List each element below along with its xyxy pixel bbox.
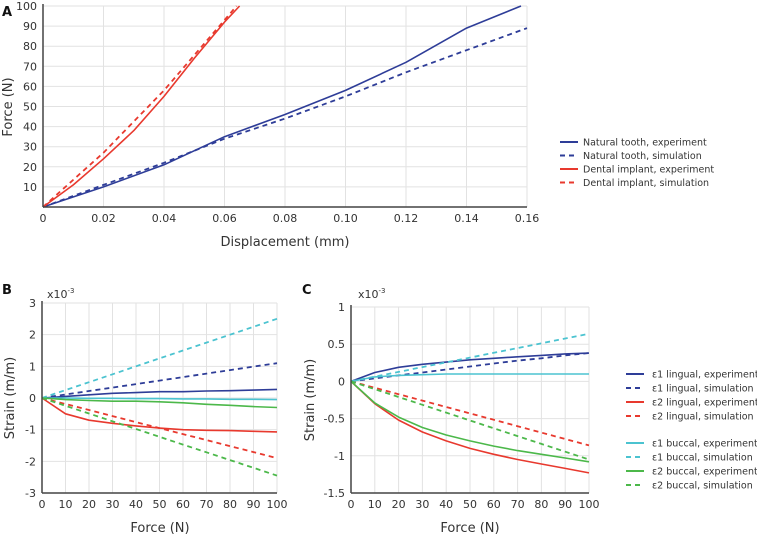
x-tick-label: 40 <box>129 498 143 511</box>
y-tick-label: -1 <box>25 424 36 437</box>
x-tick-label: 0.04 <box>152 212 177 225</box>
x-tick-label: 60 <box>487 498 501 511</box>
y-tick-label: 10 <box>23 181 37 194</box>
x-tick-label: 10 <box>368 498 382 511</box>
x-tick-label: 10 <box>59 498 73 511</box>
y-tick-label: 60 <box>23 80 37 93</box>
series-line--1-buccal-experiment <box>350 373 589 383</box>
y-tick-label: 0 <box>338 375 345 388</box>
x-tick-label: 30 <box>106 498 120 511</box>
x-tick-label: 90 <box>558 498 572 511</box>
series-line--2-lingual-simulation <box>41 397 278 460</box>
y-tick-label: -3 <box>25 487 36 500</box>
panel-label-a: A <box>2 5 12 20</box>
x-tick-label: 50 <box>463 498 477 511</box>
series-line-dental-implant-simulation <box>42 5 238 208</box>
y-tick-label: -1 <box>334 450 345 463</box>
panel-b: B x10-3 0 10 20 30 40 50 60 70 80 90 100 -3 -2 -1 0 1 2 3… <box>2 283 288 536</box>
x-tick-label: 60 <box>176 498 190 511</box>
x-tick-label: 70 <box>200 498 214 511</box>
y-tick-label: 3 <box>29 297 36 310</box>
x-tick-label: 40 <box>439 498 453 511</box>
legend-label: Natural tooth, experiment <box>583 138 707 149</box>
legend-label: ε2 lingual, simulation <box>652 412 754 423</box>
x-tick-label: 30 <box>415 498 429 511</box>
series-line--2-lingual-experiment <box>350 380 590 474</box>
y-tick-label: 0 <box>29 392 36 405</box>
x-tick-label: 70 <box>511 498 525 511</box>
panel-c: C x10-3 0 10 20 30 40 50 60 70 80 90 100-1.5-1-0.5… <box>302 283 757 536</box>
y-axis-label: Strain (m/m) <box>3 357 18 440</box>
series-line--2-buccal-experiment <box>350 380 590 463</box>
x-tick-label: 80 <box>534 498 548 511</box>
panel-label-c: C <box>302 283 312 298</box>
x-tick-label: 90 <box>247 498 261 511</box>
x-tick-label: 0.02 <box>91 212 116 225</box>
legend-label: ε1 buccal, simulation <box>652 453 753 464</box>
y-tick-label: -1.5 <box>324 487 345 500</box>
y-tick-label: -2 <box>25 455 36 468</box>
series-line--1-lingual-experiment <box>350 352 590 383</box>
y-tick-label: 0.5 <box>328 338 346 351</box>
series-line--2-buccal-simulation <box>350 380 590 461</box>
legend-label: Dental implant, simulation <box>583 178 709 189</box>
legend-label: ε1 lingual, experiment <box>652 370 757 381</box>
y-tick-label: 20 <box>23 161 37 174</box>
x-tick-label: 80 <box>223 498 237 511</box>
y-tick-label: 1 <box>29 360 36 373</box>
legend-label: ε2 buccal, simulation <box>652 481 753 492</box>
x-tick-label: 0.16 <box>515 212 540 225</box>
y-tick-label: 50 <box>23 101 37 114</box>
x-tick-label: 20 <box>82 498 96 511</box>
y-multiplier: x10-3 <box>47 287 75 301</box>
legend-label: ε1 lingual, simulation <box>652 384 754 395</box>
legend-label: ε2 buccal, experiment <box>652 467 757 478</box>
series-line-natural-tooth-simulation <box>42 27 528 208</box>
y-tick-label: 40 <box>23 121 37 134</box>
legend-label: Dental implant, experiment <box>583 165 714 176</box>
legend-label: Natural tooth, simulation <box>583 151 702 162</box>
y-multiplier: x10-3 <box>358 287 386 301</box>
x-tick-label: 0.14 <box>454 212 479 225</box>
series-line-natural-tooth-experiment <box>42 5 522 208</box>
y-tick-label: 100 <box>16 0 37 13</box>
legend-label: ε2 lingual, experiment <box>652 398 757 409</box>
x-axis-label: Force (N) <box>440 521 499 536</box>
x-axis-label: Force (N) <box>130 521 189 536</box>
x-tick-label: 0.06 <box>212 212 237 225</box>
y-tick-label: -0.5 <box>324 413 345 426</box>
series-line--1-buccal-experiment <box>42 397 278 401</box>
x-tick-label: 100 <box>579 498 600 511</box>
panel-label-b: B <box>2 283 12 298</box>
y-tick-label: 2 <box>29 329 36 342</box>
panel-a: A 0 0.02 0.04 0.06 0.08 0.10 0.12 0.14 0.16 10 20 3… <box>1 0 714 250</box>
series-line--2-buccal-experiment <box>41 397 278 409</box>
x-tick-label: 100 <box>267 498 288 511</box>
y-tick-label: 90 <box>23 20 37 33</box>
y-axis-label: Strain (m/m) <box>303 359 318 442</box>
y-tick-label: 70 <box>23 60 37 73</box>
y-tick-label: 1 <box>338 301 345 314</box>
x-axis-label: Displacement (mm) <box>221 235 350 250</box>
x-tick-label: 0.10 <box>333 212 358 225</box>
x-tick-label: 0 <box>40 212 47 225</box>
y-axis-label: Force (N) <box>1 77 16 136</box>
y-tick-label: 80 <box>23 40 37 53</box>
series-line--1-buccal-simulation <box>350 332 590 383</box>
y-tick-label: 30 <box>23 141 37 154</box>
x-tick-label: 0.08 <box>273 212 298 225</box>
x-tick-label: 50 <box>153 498 167 511</box>
series-line--1-lingual-simulation <box>41 362 278 399</box>
series-line-dental-implant-experiment <box>42 5 241 208</box>
x-tick-label: 0 <box>39 498 46 511</box>
legend-label: ε1 buccal, experiment <box>652 439 757 450</box>
series-line--1-lingual-experiment <box>41 388 278 399</box>
x-tick-label: 20 <box>392 498 406 511</box>
x-tick-label: 0.12 <box>394 212 419 225</box>
x-tick-label: 0 <box>348 498 355 511</box>
